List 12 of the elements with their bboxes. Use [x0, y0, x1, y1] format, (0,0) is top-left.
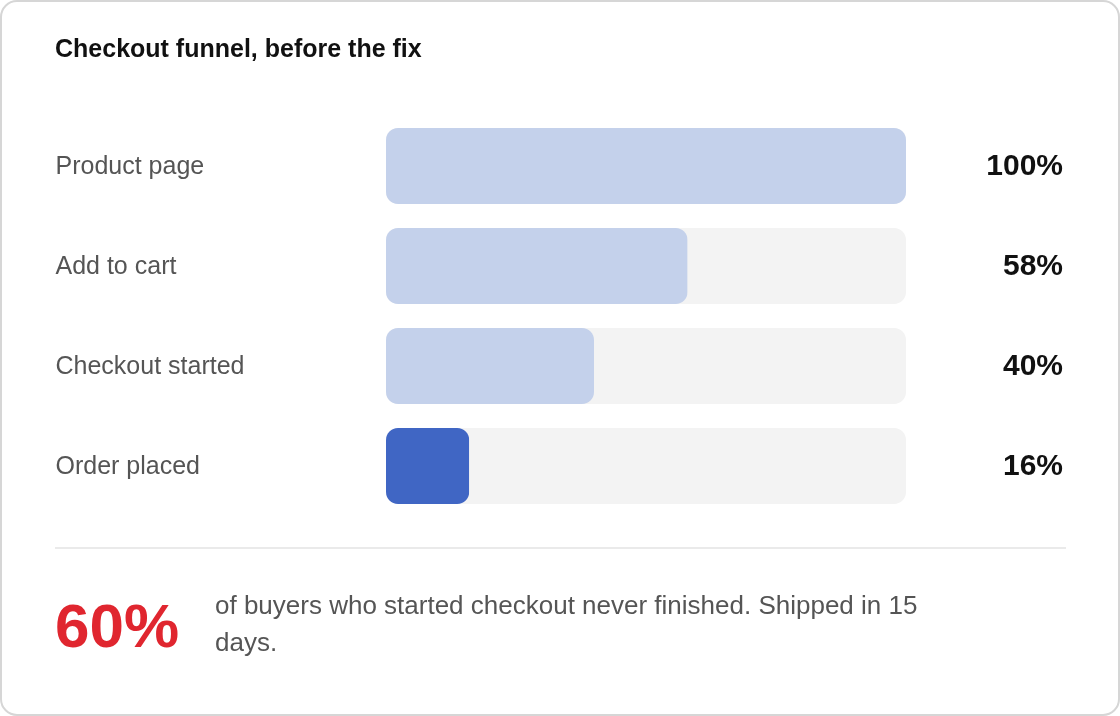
chart-title: Checkout funnel, before the fix — [55, 34, 422, 62]
data-label: 40% — [1002, 348, 1063, 381]
text: 60% — [55, 591, 180, 660]
y-tick-label: Product page — [55, 151, 205, 179]
text: of buyers who started checkout never finished. Shipped in 15 days. — [215, 590, 918, 657]
y-tick-label: Order placed — [55, 451, 201, 479]
bar — [386, 428, 470, 504]
y-tick-label: Add to cart — [55, 251, 177, 279]
y-tick-label: Checkout started — [55, 351, 245, 379]
data-label: 100% — [986, 148, 1063, 181]
data-label: 16% — [1002, 448, 1063, 481]
data-label: 58% — [1002, 248, 1063, 281]
